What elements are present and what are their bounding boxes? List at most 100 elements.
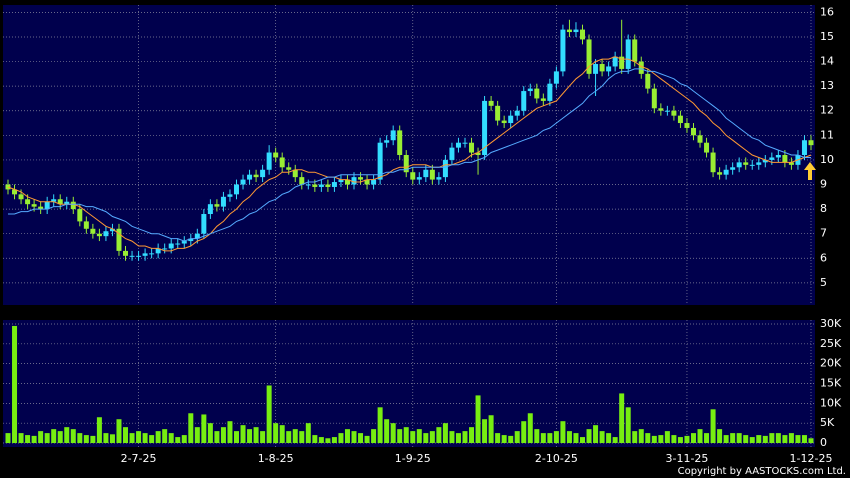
candle-body xyxy=(593,64,599,74)
candle-body xyxy=(788,162,794,165)
volume-bar xyxy=(501,435,507,444)
volume-bar xyxy=(514,431,520,444)
candle-body xyxy=(442,159,448,178)
volume-bar xyxy=(325,438,331,444)
volume-bar xyxy=(129,433,135,444)
y-tick-label: 20K xyxy=(820,357,842,370)
volume-bar xyxy=(612,437,618,444)
volume-bar xyxy=(253,427,259,444)
candle-body xyxy=(70,201,76,210)
volume-bar xyxy=(697,429,703,444)
volume-bar xyxy=(25,435,31,444)
x-tick-label: 1-8-25 xyxy=(258,452,294,465)
moving-average-line xyxy=(8,68,811,242)
candle-body xyxy=(455,142,461,148)
volume-bar xyxy=(227,421,233,444)
candle-body xyxy=(305,184,311,186)
moving-average-line xyxy=(7,56,812,252)
volume-bar xyxy=(808,438,814,444)
volume-bar xyxy=(769,433,775,444)
volume-bar xyxy=(384,419,390,444)
x-tick-label: 1-9-25 xyxy=(395,452,431,465)
volume-bar xyxy=(410,431,416,444)
volume-bar xyxy=(599,431,605,444)
volume-bar xyxy=(651,435,657,444)
volume-bar xyxy=(619,393,625,444)
volume-bar xyxy=(690,433,696,444)
volume-bar xyxy=(730,433,736,444)
y-tick-label: 16 xyxy=(820,5,834,18)
volume-bar xyxy=(416,429,422,444)
volume-bar xyxy=(488,415,494,444)
arrow-icon xyxy=(804,162,816,180)
candle-body xyxy=(527,88,533,92)
candle-body xyxy=(645,73,651,89)
candle-body xyxy=(553,71,559,84)
volume-bar xyxy=(782,435,788,444)
candle-body xyxy=(273,152,279,158)
candle-body xyxy=(762,159,768,163)
candle-body xyxy=(155,248,161,254)
candle-body xyxy=(690,127,696,136)
candle-body xyxy=(338,179,344,183)
candle-body xyxy=(743,162,749,165)
volume-bar xyxy=(762,435,768,444)
candle-body xyxy=(292,169,298,178)
candle-body xyxy=(233,184,239,195)
candle-body xyxy=(279,157,285,168)
candle-body xyxy=(436,177,442,180)
candle-body xyxy=(12,189,18,195)
volume-bar xyxy=(260,431,266,444)
volume-bar xyxy=(521,421,527,444)
candle-body xyxy=(697,135,703,143)
candle-body xyxy=(220,196,226,207)
volume-bar xyxy=(710,409,716,444)
candle-body xyxy=(606,66,612,72)
candle-body xyxy=(756,162,762,165)
candle-body xyxy=(371,179,377,185)
volume-bar xyxy=(664,431,670,444)
candle-body xyxy=(416,177,422,180)
candle-body xyxy=(331,182,337,187)
candle-body xyxy=(57,199,63,205)
candle-body xyxy=(723,169,729,175)
candle-body xyxy=(286,167,292,170)
candle-body xyxy=(429,169,435,180)
volume-bar xyxy=(704,433,710,444)
candle-body xyxy=(449,147,455,160)
x-tick-label: 2-10-25 xyxy=(535,452,578,465)
candle-body xyxy=(475,152,481,155)
volume-bar xyxy=(743,435,749,444)
volume-bar xyxy=(312,435,318,444)
volume-bar xyxy=(423,433,429,444)
volume-bar xyxy=(194,427,200,444)
candle-body xyxy=(318,184,324,187)
candle-body xyxy=(247,174,253,180)
volume-bar xyxy=(90,435,96,444)
candle-body xyxy=(103,231,109,237)
x-tick-label: 1-12-25 xyxy=(790,452,833,465)
candle-body xyxy=(364,179,370,185)
volume-bar xyxy=(175,437,181,444)
volume-bar xyxy=(469,427,475,444)
candle-body xyxy=(619,56,625,69)
candle-body xyxy=(194,233,200,239)
volume-bar xyxy=(12,325,18,444)
volume-bar xyxy=(475,395,481,444)
candle-body xyxy=(299,177,305,185)
marks: 2-7-25 1-8-25 1-9-25 2-10-25 3-11-25 1-12-25 5… xyxy=(3,5,842,465)
y-tick-label: 25K xyxy=(820,337,842,350)
candle-body xyxy=(214,204,220,207)
volume-bar xyxy=(266,385,272,444)
volume-bar xyxy=(756,435,762,444)
y-tick-label: 7 xyxy=(820,227,827,240)
volume-bar xyxy=(364,435,370,444)
y-tick-label: 10 xyxy=(820,153,834,166)
candle-body xyxy=(142,253,148,256)
volume-bar xyxy=(371,429,377,444)
x-tick-label: 3-11-25 xyxy=(665,452,708,465)
volume-bar xyxy=(540,433,546,444)
candle-body xyxy=(671,110,677,116)
volume-bar xyxy=(233,431,239,444)
volume-bar xyxy=(586,429,592,444)
